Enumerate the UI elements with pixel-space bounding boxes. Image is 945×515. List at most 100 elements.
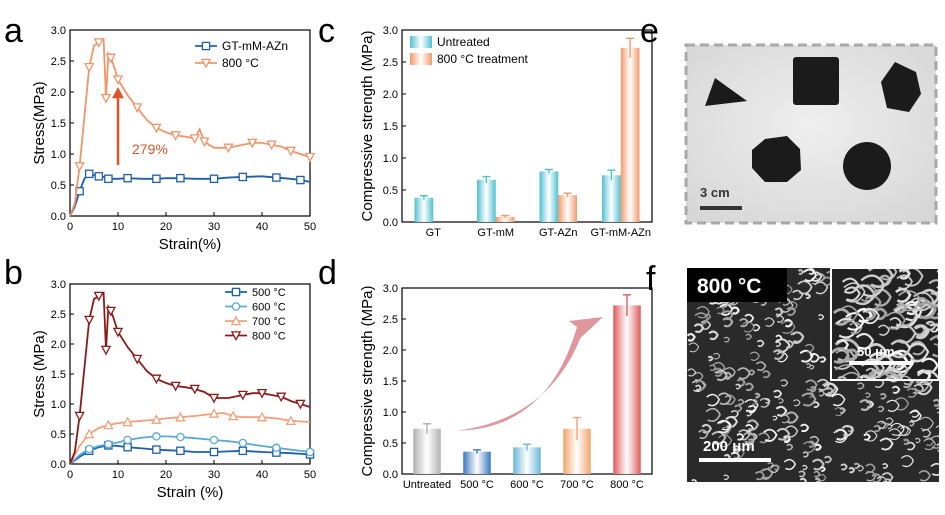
sem-texture-stroke	[802, 441, 816, 454]
sem-texture-stroke	[780, 414, 790, 424]
bar-rect	[558, 195, 577, 222]
sem-texture-stroke	[716, 419, 732, 434]
sem-texture-stroke	[751, 398, 758, 405]
category-label: 600 °C	[510, 479, 544, 491]
data-point	[189, 384, 200, 395]
sem-texture-stroke	[763, 428, 778, 442]
y-tick-label: 1.5	[383, 376, 398, 388]
sem-texture-stroke	[744, 382, 754, 392]
sem-inset-texture-stroke	[890, 339, 912, 359]
category-label: GT-mM	[477, 227, 514, 239]
sem-texture-stroke	[805, 293, 811, 299]
sem-texture-stroke	[792, 289, 804, 301]
data-point	[170, 381, 181, 392]
sem-inset-texture-stroke	[841, 371, 863, 380]
x-tick-label: 10	[112, 469, 124, 481]
sem-inset-texture-stroke	[888, 373, 900, 380]
sem-texture-stroke	[788, 301, 798, 310]
sem-inset-texture-stroke	[884, 367, 904, 380]
series-700-C	[69, 408, 311, 465]
sem-inset-texture-stroke	[913, 291, 935, 312]
sem-title-box	[687, 268, 787, 302]
sem-texture-stroke	[755, 361, 767, 371]
sem-inset-texture-stroke	[844, 286, 861, 302]
sem-texture-stroke	[814, 281, 829, 295]
sem-texture-stroke	[742, 321, 755, 333]
sem-inset-texture-stroke	[916, 369, 932, 380]
sem-texture-stroke	[799, 477, 807, 482]
sem-texture-stroke	[773, 389, 783, 399]
sem-texture-stroke	[797, 280, 813, 295]
legend: 500 °C 600 °C 700 °C 800 °C	[225, 287, 286, 343]
y-tick-label: 2.0	[383, 345, 398, 357]
data-point	[74, 162, 85, 172]
sem-texture-stroke	[700, 320, 712, 330]
sem-texture-stroke	[856, 382, 865, 390]
y-tick-label: 2.0	[51, 87, 66, 99]
sem-inset-texture-stroke	[864, 308, 877, 321]
sem-inset-texture-stroke	[865, 367, 878, 379]
legend-entry: GT-mM-AZn	[222, 39, 288, 53]
sem-texture-stroke	[902, 438, 910, 446]
sem-texture-stroke	[909, 410, 922, 422]
bar-rect	[495, 216, 515, 222]
sem-texture-stroke	[747, 438, 755, 445]
sem-texture-stroke	[716, 306, 725, 315]
category-label: GT	[426, 227, 442, 239]
data-point	[84, 444, 94, 454]
sem-texture-stroke	[745, 424, 754, 433]
y-tick-label: 1.5	[51, 369, 66, 381]
chart-b-stress-strain: 0.0 0.5 1.0 1.5 2.0 2.5 3.0 0 10 20 30 40 50 Strain (…	[31, 279, 316, 501]
category-label: 500 °C	[460, 479, 494, 491]
sem-texture-stroke	[820, 466, 826, 472]
series-GT-mM-AZn	[69, 169, 311, 217]
sem-texture-stroke	[929, 435, 939, 449]
y-tick-label: 1.5	[51, 118, 66, 130]
data-point	[103, 419, 114, 430]
sem-texture-stroke	[705, 407, 721, 422]
trend-arrow	[457, 317, 603, 431]
photo-e-carbonized-shapes: 3 cm	[684, 43, 938, 225]
data-point	[122, 416, 133, 427]
sem-inset-texture-stroke	[913, 324, 930, 340]
sem-inset-texture-stroke	[867, 268, 894, 289]
sem-texture-stroke	[696, 306, 710, 319]
sem-texture-stroke	[783, 458, 797, 471]
sem-texture-stroke	[723, 371, 733, 380]
y-tick-label: 2.5	[383, 314, 398, 326]
sem-texture-stroke	[936, 407, 939, 414]
sem-inset-texture-stroke	[889, 317, 902, 329]
sem-texture-stroke	[814, 443, 822, 451]
bar-rect	[413, 428, 441, 474]
data-point	[123, 442, 132, 452]
category-label: GT-AZn	[539, 227, 578, 239]
legend-swatch	[410, 53, 432, 65]
sem-texture-stroke	[709, 364, 717, 371]
sem-texture-stroke	[736, 433, 745, 441]
x-tick-label: 50	[304, 469, 316, 481]
sem-texture-stroke	[773, 464, 780, 471]
sem-texture-stroke	[831, 393, 846, 407]
panel-label-d: d	[318, 254, 337, 292]
sem-inset-texture-stroke	[894, 305, 920, 329]
sem-texture-stroke	[859, 399, 873, 411]
panel-label-c: c	[318, 12, 335, 50]
sem-inset-texture-stroke	[855, 332, 875, 350]
data-point	[105, 53, 116, 64]
sem-texture-stroke	[821, 381, 837, 395]
data-point	[84, 169, 94, 179]
legend-entry: 500 °C	[252, 287, 286, 299]
main-scale-label: 200 μm	[703, 438, 755, 455]
x-tick-label: 40	[256, 221, 268, 233]
square-sample	[793, 57, 839, 105]
data-point	[295, 399, 306, 410]
panel-label-b: b	[4, 254, 23, 292]
sem-texture-stroke	[877, 405, 885, 413]
legend-marker	[231, 302, 241, 311]
sem-inset-texture-stroke	[895, 324, 917, 344]
data-point	[256, 388, 268, 399]
data-point	[199, 137, 210, 148]
sem-inset-texture-stroke	[837, 375, 848, 380]
series-800-C	[69, 37, 316, 217]
sem-texture-stroke	[900, 455, 915, 468]
